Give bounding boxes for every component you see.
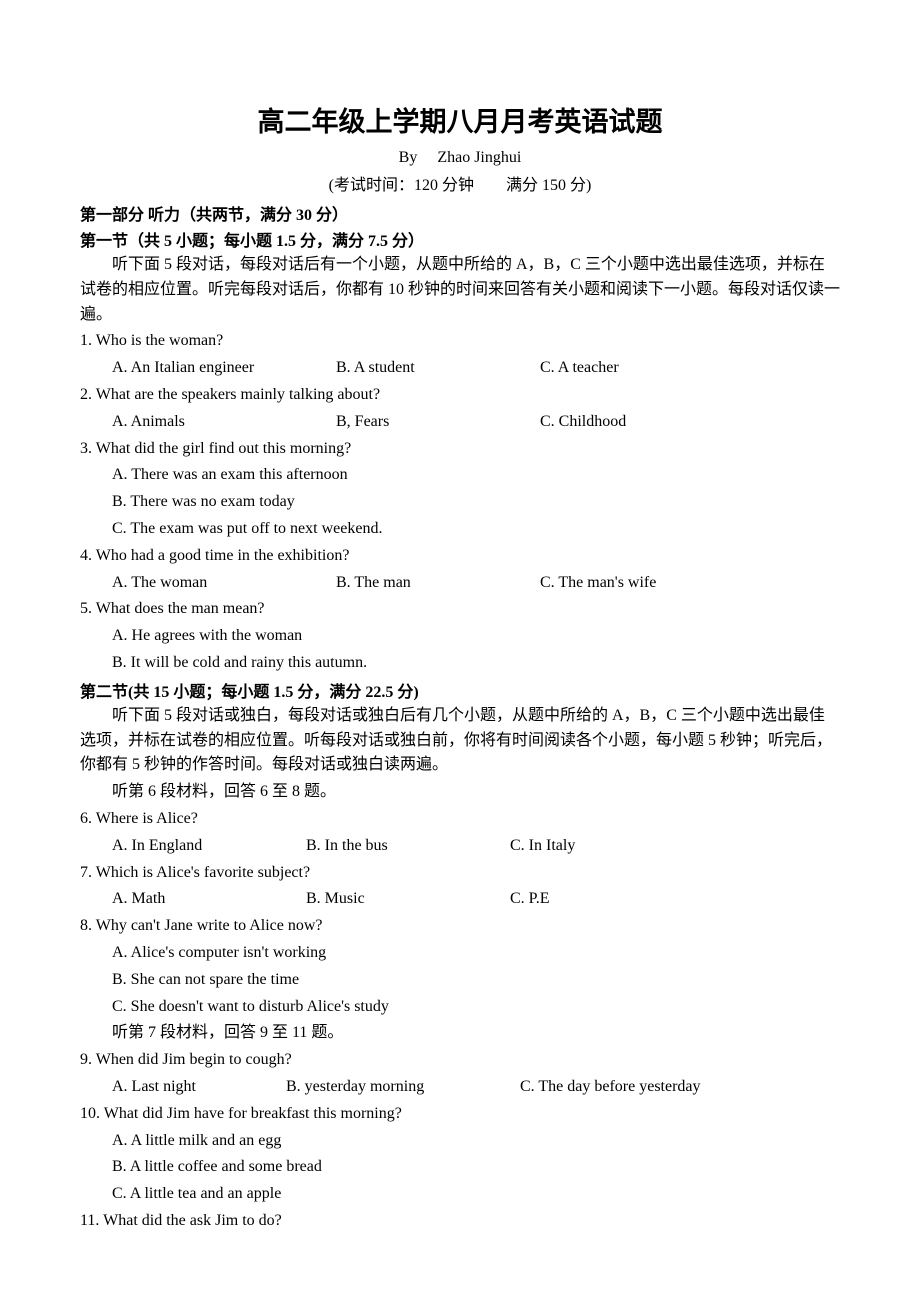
listen6: 听第 6 段材料，回答 6 至 8 题。 — [112, 780, 840, 805]
q6-opt-b: B. In the bus — [306, 834, 506, 859]
q6-opt-a: A. In England — [112, 834, 302, 859]
q1-stem: 1. Who is the woman? — [80, 329, 840, 354]
q7-opt-a: A. Math — [112, 887, 302, 912]
q2-opt-b: B, Fears — [336, 410, 536, 435]
q6-opt-c: C. In Italy — [510, 834, 575, 859]
q2-options: A. Animals B, Fears C. Childhood — [112, 410, 840, 435]
q1-options: A. An Italian engineer B. A student C. A… — [112, 356, 840, 381]
q7-opt-c: C. P.E — [510, 887, 550, 912]
q9-options: A. Last night B. yesterday morning C. Th… — [112, 1075, 840, 1100]
q8-opt-a: A. Alice's computer isn't working — [112, 941, 840, 966]
q7-options: A. Math B. Music C. P.E — [112, 887, 840, 912]
q10-opt-a: A. A little milk and an egg — [112, 1129, 840, 1154]
q4-opt-a: A. The woman — [112, 571, 332, 596]
q3-stem: 3. What did the girl find out this morni… — [80, 437, 840, 462]
q7-opt-b: B. Music — [306, 887, 506, 912]
q5-opt-a: A. He agrees with the woman — [112, 624, 840, 649]
exam-title: 高二年级上学期八月月考英语试题 — [80, 100, 840, 139]
q10-opt-b: B. A little coffee and some bread — [112, 1155, 840, 1180]
q4-opt-c: C. The man's wife — [540, 571, 656, 596]
q9-opt-b: B. yesterday morning — [286, 1075, 516, 1100]
q10-stem: 10. What did Jim have for breakfast this… — [80, 1102, 840, 1127]
section1-header: 第一节（共 5 小题；每小题 1.5 分，满分 7.5 分） — [80, 227, 840, 251]
byline: By Zhao Jinghui — [80, 149, 840, 167]
q3-opt-b: B. There was no exam today — [112, 490, 840, 515]
exam-page: 高二年级上学期八月月考英语试题 By Zhao Jinghui (考试时间：12… — [0, 0, 920, 1302]
q8-opt-c: C. She doesn't want to disturb Alice's s… — [112, 995, 840, 1020]
q11-stem: 11. What did the ask Jim to do? — [80, 1209, 840, 1234]
q9-opt-c: C. The day before yesterday — [520, 1075, 701, 1100]
q2-opt-c: C. Childhood — [540, 410, 626, 435]
q6-options: A. In England B. In the bus C. In Italy — [112, 834, 840, 859]
q7-stem: 7. Which is Alice's favorite subject? — [80, 861, 840, 886]
part1-header: 第一部分 听力（共两节，满分 30 分） — [80, 201, 840, 225]
q8-stem: 8. Why can't Jane write to Alice now? — [80, 914, 840, 939]
q5-opt-b: B. It will be cold and rainy this autumn… — [112, 651, 840, 676]
q4-options: A. The woman B. The man C. The man's wif… — [112, 571, 840, 596]
q2-stem: 2. What are the speakers mainly talking … — [80, 383, 840, 408]
section2-header: 第二节(共 15 小题；每小题 1.5 分，满分 22.5 分) — [80, 678, 840, 702]
q1-opt-a: A. An Italian engineer — [112, 356, 332, 381]
q3-opt-c: C. The exam was put off to next weekend. — [112, 517, 840, 542]
q2-opt-a: A. Animals — [112, 410, 332, 435]
byline-author: Zhao Jinghui — [437, 149, 521, 166]
listen7: 听第 7 段材料，回答 9 至 11 题。 — [112, 1021, 840, 1046]
section1-instruction: 听下面 5 段对话，每段对话后有一个小题，从题中所给的 A，B，C 三个小题中选… — [80, 253, 840, 327]
section2-instruction: 听下面 5 段对话或独白，每段对话或独白后有几个小题，从题中所给的 A，B，C … — [80, 704, 840, 778]
q5-stem: 5. What does the man mean? — [80, 597, 840, 622]
byline-label: By — [399, 149, 418, 166]
q6-stem: 6. Where is Alice? — [80, 807, 840, 832]
q4-stem: 4. Who had a good time in the exhibition… — [80, 544, 840, 569]
q1-opt-b: B. A student — [336, 356, 536, 381]
exam-info: (考试时间：120 分钟 满分 150 分) — [80, 171, 840, 195]
q4-opt-b: B. The man — [336, 571, 536, 596]
q9-stem: 9. When did Jim begin to cough? — [80, 1048, 840, 1073]
q10-opt-c: C. A little tea and an apple — [112, 1182, 840, 1207]
q3-opt-a: A. There was an exam this afternoon — [112, 463, 840, 488]
q8-opt-b: B. She can not spare the time — [112, 968, 840, 993]
q9-opt-a: A. Last night — [112, 1075, 282, 1100]
q1-opt-c: C. A teacher — [540, 356, 619, 381]
